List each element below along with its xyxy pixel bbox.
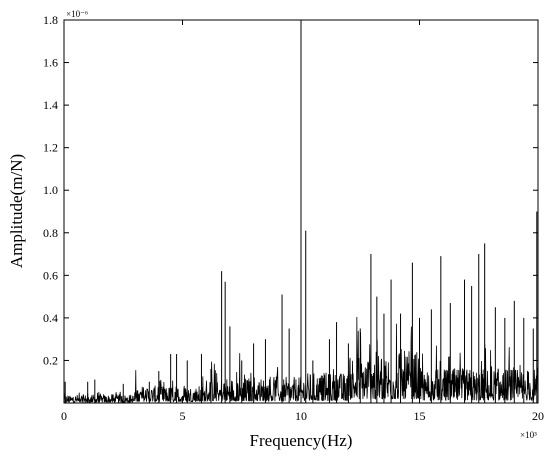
x-tick-label: 10 xyxy=(295,409,307,423)
x-tick-label: 0 xyxy=(61,409,67,423)
y-tick-label: 1.4 xyxy=(43,98,58,112)
x-multiplier: ×10³ xyxy=(520,430,537,440)
y-tick-label: 1.6 xyxy=(43,56,58,70)
y-tick-label: 1.0 xyxy=(43,183,58,197)
y-tick-label: 1.2 xyxy=(43,141,58,155)
x-tick-label: 5 xyxy=(180,409,186,423)
peaks-layer xyxy=(64,20,538,403)
y-tick-label: 0.2 xyxy=(43,353,58,367)
x-ticks: 0 5 10 15 20 xyxy=(61,20,544,423)
y-ticks: 0.2 0.4 0.6 0.8 1.0 1.2 1.4 1.6 1.8 xyxy=(43,13,538,367)
x-axis-title: Frequency(Hz) xyxy=(250,431,353,450)
y-tick-label: 0.8 xyxy=(43,226,58,240)
x-tick-label: 20 xyxy=(532,409,544,423)
y-tick-label: 1.8 xyxy=(43,13,58,27)
y-axis-title: Amplitude(m/N) xyxy=(7,154,26,268)
y-tick-label: 0.6 xyxy=(43,268,58,282)
y-tick-label: 0.4 xyxy=(43,311,58,325)
x-tick-label: 15 xyxy=(414,409,426,423)
y-multiplier: ×10⁻⁶ xyxy=(66,9,88,19)
